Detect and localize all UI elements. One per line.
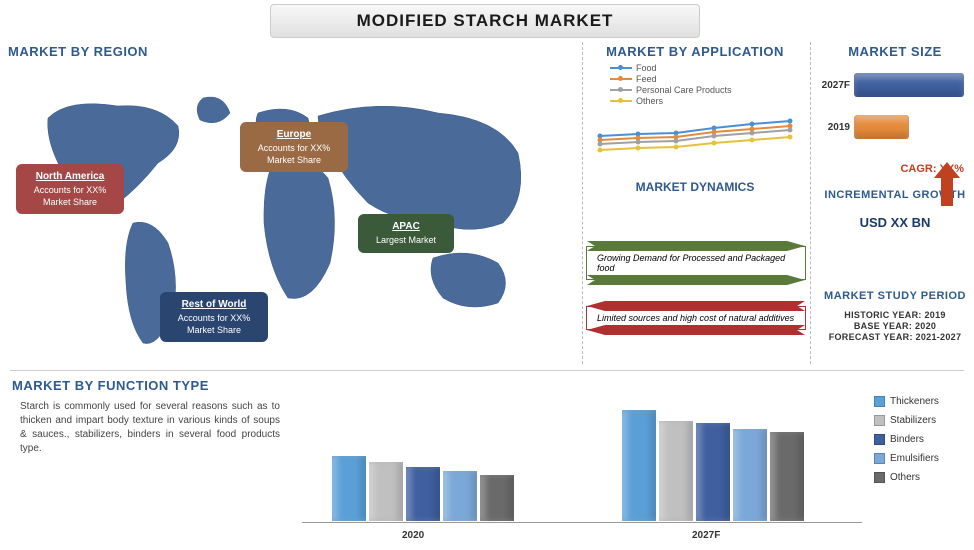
legend-item: Feed	[610, 74, 800, 84]
restraint-arrow	[587, 301, 805, 311]
function-bar	[622, 410, 656, 521]
size-bar-label-0: 2027F	[820, 80, 854, 91]
restraint-box: Limited sources and high cost of natural…	[586, 306, 806, 330]
function-bar	[406, 467, 440, 521]
function-bar	[770, 432, 804, 521]
function-legend: Thickeners Stabilizers Binders Emulsifiers O…	[874, 388, 974, 491]
legend-item: Others	[874, 472, 974, 483]
restraint-text: Limited sources and high cost of natural…	[597, 313, 794, 323]
function-bar	[369, 462, 403, 521]
function-bar	[696, 423, 730, 521]
legend-item: Others	[610, 96, 800, 106]
region-heading: MARKET BY REGION	[8, 44, 578, 59]
study-line: FORECAST YEAR: 2021-2027	[820, 332, 970, 342]
driver-box: Growing Demand for Processed and Package…	[586, 246, 806, 280]
cagr-arrow-icon	[934, 162, 960, 206]
size-bar-label-1: 2019	[820, 122, 854, 133]
legend-item: Emulsifiers	[874, 453, 974, 464]
incremental-value: USD XX BN	[820, 215, 970, 230]
function-section: MARKET BY FUNCTION TYPE Starch is common…	[12, 378, 962, 393]
function-bar	[659, 421, 693, 521]
region-label: Rest of WorldAccounts for XX%Market Shar…	[160, 292, 268, 342]
legend-item: Stabilizers	[874, 415, 974, 426]
driver-text: Growing Demand for Processed and Package…	[597, 253, 785, 273]
application-section: MARKET BY APPLICATION FoodFeedPersonal C…	[590, 44, 800, 194]
size-heading: MARKET SIZE	[820, 44, 970, 59]
year-label: 2027F	[692, 530, 720, 541]
bar-group	[332, 456, 514, 521]
region-label: APACLargest Market	[358, 214, 454, 253]
region-label: EuropeAccounts for XX%Market Share	[240, 122, 348, 172]
legend-item: Food	[610, 63, 800, 73]
divider	[10, 370, 964, 371]
restraint-arrow-b	[587, 325, 805, 335]
function-bar-chart: 2020 2027F	[302, 388, 862, 543]
axis-line	[302, 522, 862, 523]
application-line-chart	[590, 111, 800, 171]
size-bar-1	[854, 115, 909, 139]
application-heading: MARKET BY APPLICATION	[590, 44, 800, 59]
study-line: BASE YEAR: 2020	[820, 321, 970, 331]
legend-item: Thickeners	[874, 396, 974, 407]
size-bar-0	[854, 73, 964, 97]
year-label: 2020	[402, 530, 424, 541]
legend-item: Binders	[874, 434, 974, 445]
region-label: North AmericaAccounts for XX%Market Shar…	[16, 164, 124, 214]
study-line: HISTORIC YEAR: 2019	[820, 310, 970, 320]
legend-item: Personal Care Products	[610, 85, 800, 95]
function-bar	[733, 429, 767, 521]
driver-arrow-b	[587, 275, 805, 285]
function-desc: Starch is commonly used for several reas…	[20, 400, 280, 456]
page-title: MODIFIED STARCH MARKET	[270, 4, 700, 38]
function-bar	[332, 456, 366, 521]
function-bar	[443, 471, 477, 521]
bar-group	[622, 410, 804, 521]
function-bar	[480, 475, 514, 521]
divider	[810, 42, 811, 364]
size-section: MARKET SIZE 2027F 2019 CAGR: XX% INCREME…	[820, 44, 970, 230]
divider	[582, 42, 583, 364]
study-section: MARKET STUDY PERIOD HISTORIC YEAR: 2019B…	[820, 290, 970, 343]
region-section: MARKET BY REGION North AmericaAccounts f…	[8, 44, 578, 364]
world-map	[8, 68, 578, 364]
driver-arrow	[587, 241, 805, 251]
study-heading: MARKET STUDY PERIOD	[820, 290, 970, 302]
dynamics-heading: MARKET DYNAMICS	[590, 180, 800, 194]
